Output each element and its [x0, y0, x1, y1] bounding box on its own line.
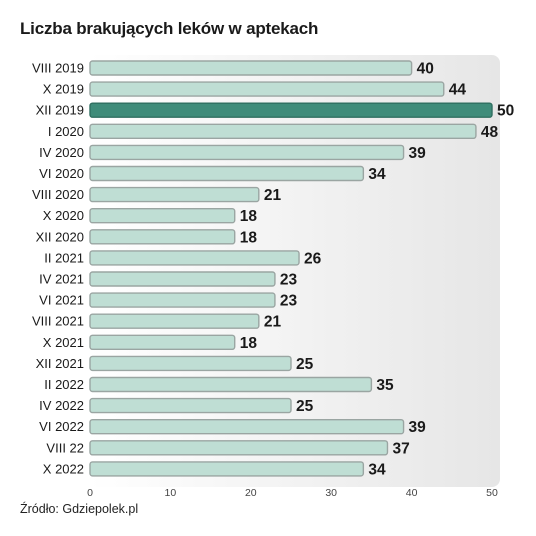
category-label: X 2021 — [43, 335, 84, 350]
x-tick-label: 40 — [406, 487, 418, 499]
bar — [89, 102, 493, 118]
value-label: 39 — [409, 145, 427, 162]
chart-title: Liczba brakujących leków w aptekach — [20, 19, 319, 38]
value-label: 44 — [449, 82, 467, 99]
category-label: VI 2020 — [39, 166, 84, 181]
category-label: II 2022 — [44, 377, 84, 392]
value-label: 23 — [280, 293, 298, 310]
bar — [89, 271, 276, 287]
value-label: 35 — [376, 377, 394, 394]
category-label: X 2020 — [43, 208, 84, 223]
value-label: 39 — [409, 419, 427, 436]
value-label: 50 — [497, 103, 514, 120]
x-tick-label: 50 — [486, 487, 498, 499]
value-label: 26 — [304, 250, 322, 267]
value-label: 21 — [264, 314, 282, 331]
value-label: 23 — [280, 272, 298, 289]
source-note: Źródło: Gdziepolek.pl — [20, 502, 139, 516]
category-label: XII 2019 — [36, 103, 84, 118]
bar — [89, 440, 389, 456]
category-label: II 2021 — [44, 250, 84, 265]
bar — [89, 419, 405, 435]
value-label: 21 — [264, 187, 282, 204]
value-label: 25 — [296, 398, 314, 415]
bar — [89, 355, 292, 372]
value-label: 37 — [392, 440, 409, 457]
bar — [89, 376, 373, 393]
category-label: XII 2021 — [36, 356, 84, 371]
bar — [89, 207, 236, 224]
x-tick-label: 10 — [165, 487, 177, 499]
bar — [89, 250, 300, 266]
value-label: 34 — [368, 166, 386, 183]
bar — [89, 81, 445, 97]
category-label: VIII 2019 — [32, 61, 84, 76]
category-label: X 2022 — [43, 461, 84, 476]
category-label: IV 2020 — [39, 145, 84, 160]
bar — [89, 461, 365, 477]
value-label: 40 — [417, 61, 434, 78]
value-label: 34 — [368, 461, 386, 478]
x-tick-label: 20 — [245, 487, 257, 499]
category-label: X 2019 — [43, 82, 84, 97]
bar — [89, 123, 477, 140]
category-label: I 2020 — [48, 124, 84, 139]
value-label: 25 — [296, 356, 314, 373]
bar — [89, 165, 365, 182]
bar — [89, 334, 236, 350]
category-label: VIII 2021 — [32, 314, 84, 329]
category-label: XII 2020 — [36, 229, 84, 244]
bar — [89, 186, 260, 203]
value-label: 48 — [481, 124, 499, 141]
category-label: VI 2022 — [39, 419, 84, 434]
bar — [89, 60, 413, 76]
bar — [89, 313, 260, 329]
value-label: 18 — [240, 208, 258, 225]
bar — [89, 144, 405, 161]
value-label: 18 — [240, 335, 258, 352]
category-label: VIII 22 — [46, 440, 84, 455]
category-label: IV 2022 — [39, 398, 84, 413]
category-label: VIII 2020 — [32, 187, 84, 202]
value-label: 18 — [240, 229, 258, 246]
x-tick-label: 0 — [87, 487, 93, 499]
category-label: VI 2021 — [39, 293, 84, 308]
x-tick-label: 30 — [325, 487, 337, 499]
bar — [89, 397, 292, 414]
bar — [89, 292, 276, 308]
category-label: IV 2021 — [39, 272, 84, 287]
bar — [89, 229, 236, 245]
